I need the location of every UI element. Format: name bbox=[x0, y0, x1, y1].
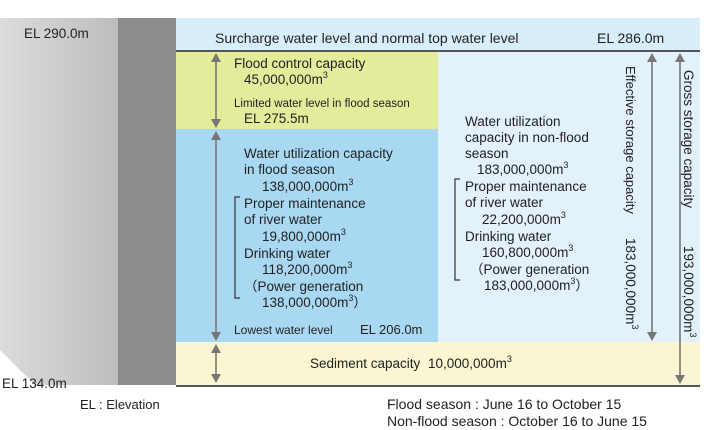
nonflood-title-3: season bbox=[465, 146, 509, 161]
flood-maintenance-label-2: of river water bbox=[244, 212, 323, 227]
flood-utilization-title-2: in flood season bbox=[244, 162, 335, 177]
nonflood-maintenance-label-1: Proper maintenance bbox=[465, 179, 587, 194]
gross-storage-value: 193,000,000m3 bbox=[681, 246, 698, 337]
nonflood-maintenance-label-2: of river water bbox=[465, 195, 544, 210]
svg-text:183,000,000m3: 183,000,000m3 bbox=[623, 238, 640, 329]
elevation-legend: EL : Elevation bbox=[80, 397, 160, 412]
flood-utilization-zone bbox=[176, 129, 438, 342]
flood-bracket bbox=[234, 196, 240, 299]
lowest-level-label: Lowest water level bbox=[234, 323, 333, 337]
nonflood-power-value: 183,000,000m3） bbox=[484, 276, 589, 293]
arrows bbox=[211, 53, 685, 384]
flood-maintenance-value: 19,800,000m3 bbox=[262, 227, 346, 244]
lowest-elevation-label: EL 206.0m bbox=[360, 322, 422, 337]
nonflood-title-1: Water utilization bbox=[465, 114, 561, 129]
flood-maintenance-label-1: Proper maintenance bbox=[244, 196, 366, 211]
effective-storage-label: Effective storage capacity bbox=[623, 66, 638, 214]
flood-season-legend: Flood season : June 16 to October 15 bbox=[387, 396, 621, 412]
nonflood-title-2: capacity in non-flood bbox=[465, 130, 589, 145]
flood-power-value: 138,000,000m3） bbox=[262, 293, 367, 310]
nonflood-drinking-value: 160,800,000m3 bbox=[482, 243, 573, 260]
flood-utilization-title-1: Water utilization capacity bbox=[244, 146, 393, 161]
nonflood-total: 183,000,000m3 bbox=[477, 160, 568, 177]
bottom-elevation-label: EL 134.0m bbox=[2, 376, 67, 391]
dam-body-light bbox=[0, 18, 118, 385]
nonflood-season-legend: Non-flood season : October 16 to June 15 bbox=[387, 413, 647, 429]
limited-elevation-label: EL 275.5m bbox=[244, 111, 309, 126]
flood-drinking-label: Drinking water bbox=[244, 246, 331, 261]
sediment-label: Sediment capacity bbox=[310, 356, 421, 371]
nonflood-maintenance-value: 22,200,000m3 bbox=[482, 210, 566, 227]
flood-utilization-total: 138,000,000m3 bbox=[262, 177, 353, 194]
sediment-zone bbox=[176, 342, 700, 385]
surcharge-elevation-label: EL 286.0m bbox=[597, 30, 664, 46]
sediment-value: 10,000,000m3 bbox=[428, 354, 512, 371]
nonflood-drinking-label: Drinking water bbox=[465, 229, 552, 244]
limited-level-label: Limited water level in flood season bbox=[234, 98, 410, 110]
svg-text:Gross storage capacity: Gross storage capacity bbox=[681, 70, 696, 208]
nonflood-power-label: （Power generation bbox=[470, 262, 589, 277]
nonflood-bracket bbox=[454, 178, 460, 281]
gross-storage-label: Gross storage capacity bbox=[681, 70, 696, 208]
flood-drinking-value: 118,200,000m3 bbox=[262, 260, 352, 277]
effective-storage-value: 183,000,000m3 bbox=[623, 238, 640, 329]
dam-body-dark bbox=[118, 18, 176, 385]
surcharge-level-label: Surcharge water level and normal top wat… bbox=[215, 30, 519, 46]
flood-power-label: （Power generation bbox=[244, 279, 363, 294]
flood-control-value: 45,000,000m3 bbox=[244, 70, 328, 87]
top-water-band bbox=[175, 18, 700, 50]
svg-text:Effective storage capacity: Effective storage capacity bbox=[623, 66, 638, 214]
flood-control-zone bbox=[176, 52, 438, 129]
flood-control-label: Flood control capacity bbox=[234, 56, 366, 71]
top-elevation-label: EL 290.0m bbox=[24, 26, 89, 41]
svg-text:193,000,000m3: 193,000,000m3 bbox=[681, 246, 698, 337]
